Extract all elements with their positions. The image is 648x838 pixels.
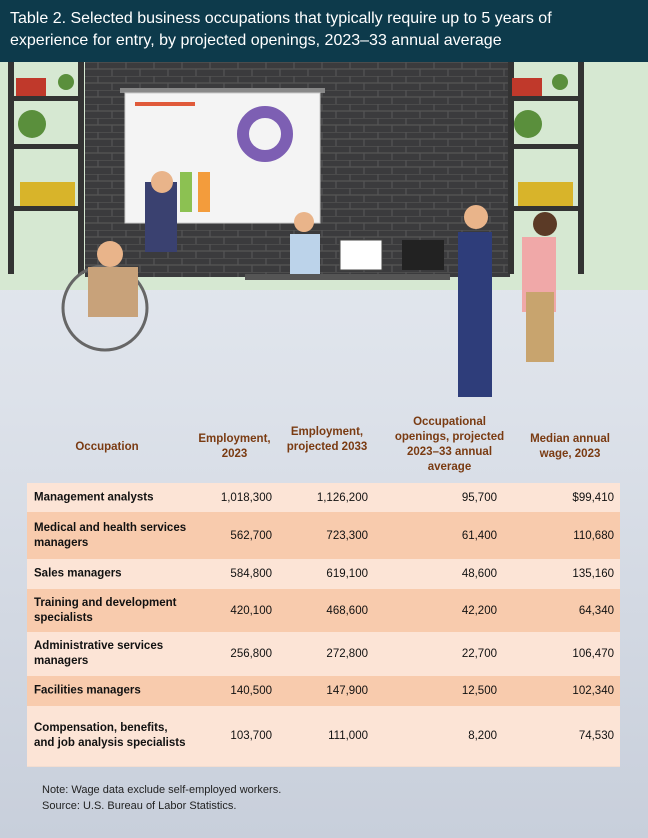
cell-value: 468,600 [326, 604, 368, 617]
cell-value: 61,400 [461, 529, 497, 542]
occupation: Sales managers [34, 567, 122, 580]
table-row: Management analysts 1,018,300 1,126,200 95,… [27, 483, 620, 513]
table-row: Training and development specialists 420,… [27, 589, 620, 633]
cell-value: 420,100 [230, 604, 272, 617]
cell-value: 723,300 [326, 529, 368, 542]
cell-value: 1,126,200 [316, 491, 368, 504]
occupation: Management analysts [34, 491, 154, 503]
occupation: Facilities managers [34, 684, 141, 697]
cell-value: 22,700 [461, 648, 497, 660]
cell-value: 147,900 [326, 685, 368, 697]
cell-value: 619,100 [326, 568, 368, 580]
table-row: Sales managers 584,800 619,100 48,600 135,16… [27, 559, 620, 590]
cell-value: 102,340 [572, 685, 614, 697]
column-header: Employment, projected 2033 [286, 426, 368, 453]
cell-value: 12,500 [461, 685, 497, 697]
illustration [0, 62, 648, 397]
cell-value: 74,530 [578, 730, 614, 742]
occupation: Compensation, benefits, and job analysis… [34, 722, 186, 749]
cell-value: 95,700 [461, 491, 497, 504]
cell-value: 135,160 [572, 568, 614, 580]
cell-value: 562,700 [230, 529, 272, 542]
source: Source: U.S. Bureau of Labor Statistics. [42, 800, 237, 812]
table-row: Medical and health services managers 562,… [27, 512, 620, 560]
cell-value: 8,200 [468, 730, 497, 742]
cell-value: 584,800 [230, 568, 272, 580]
title: Table 2. Selected business occupations t… [10, 10, 552, 49]
cell-value: 106,470 [572, 648, 614, 660]
cell-value: 110,680 [573, 529, 614, 542]
column-header: Employment, 2023 [198, 433, 271, 460]
occupation: Training and development specialists [34, 596, 177, 624]
table-row: Administrative services managers 256,800 2… [27, 632, 620, 677]
cell-value: 1,018,300 [220, 491, 272, 504]
cell-value: 111,000 [328, 730, 368, 742]
occupation: Medical and health services managers [34, 521, 187, 549]
occupation: Administrative services managers [34, 640, 164, 667]
table-row: Facilities managers 140,500 147,900 12,500 1… [27, 676, 620, 707]
cell-value: 272,800 [326, 648, 368, 660]
note: Note: Wage data exclude self-employed wo… [42, 784, 282, 796]
cell-value: $99,410 [572, 491, 614, 504]
cell-value: 256,800 [230, 648, 272, 660]
cell-value: 42,200 [461, 604, 497, 617]
cell-value: 64,340 [578, 604, 614, 617]
table-row: Compensation, benefits, and job analysis… [27, 706, 620, 767]
cell-value: 140,500 [230, 685, 272, 697]
header: Table 2. Selected business occupations t… [0, 0, 648, 62]
column-header: Occupation [75, 441, 139, 453]
column-header: Occupational openings, projected 2023–33… [394, 416, 505, 473]
cell-value: 103,700 [230, 730, 272, 742]
column-header: Median annual wage, 2023 [530, 433, 610, 460]
cell-value: 48,600 [461, 568, 497, 580]
